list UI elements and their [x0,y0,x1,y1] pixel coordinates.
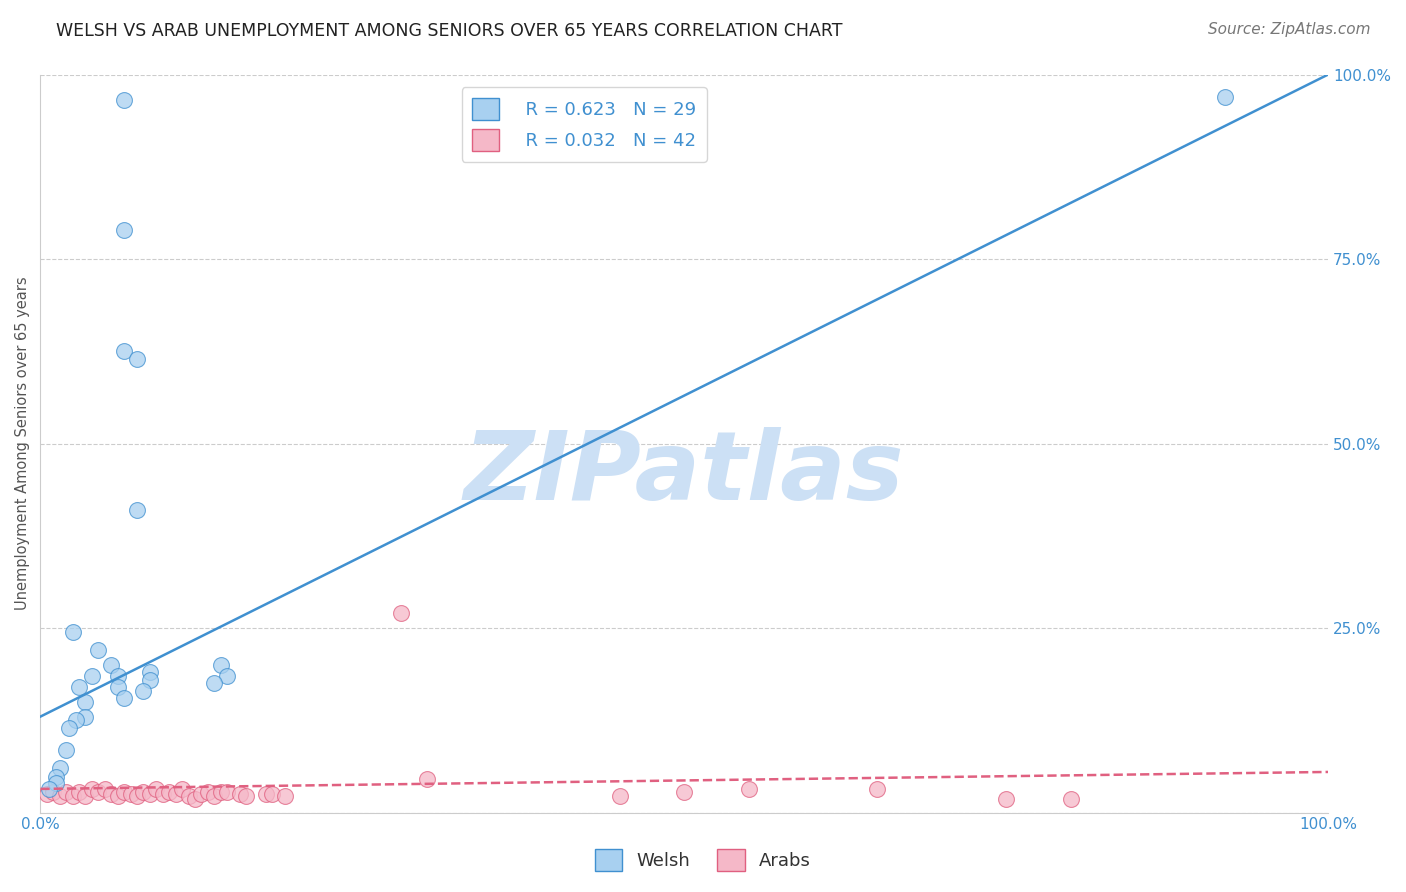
Point [125,789,148,804]
Point [125,503,148,517]
Point [42,785,65,799]
Point [217,669,239,683]
Point [80,669,103,683]
Point [190,787,212,801]
Point [87,785,110,799]
Point [75,789,97,804]
Point [139,665,162,680]
Point [112,94,135,108]
Point [120,787,142,801]
Point [87,643,110,657]
Point [202,789,225,804]
Point [58,721,80,735]
Point [67,785,90,799]
Point [55,785,77,799]
Point [75,695,97,709]
Point [139,673,162,687]
Point [202,676,225,690]
Point [48,789,70,804]
Point [673,785,696,799]
Point [274,789,297,804]
Point [80,781,103,796]
Legend: Welsh, Arabs: Welsh, Arabs [588,842,818,879]
Point [416,772,439,787]
Point [1213,89,1236,103]
Point [609,789,631,804]
Point [209,785,232,799]
Legend:   R = 0.623   N = 29,   R = 0.032   N = 42: R = 0.623 N = 29, R = 0.032 N = 42 [461,87,707,162]
Point [165,787,187,801]
Point [866,781,889,796]
Point [112,344,135,359]
Point [170,781,193,796]
Point [184,792,207,806]
Point [139,787,162,801]
Point [262,787,284,801]
Point [229,787,252,801]
Text: WELSH VS ARAB UNEMPLOYMENT AMONG SENIORS OVER 65 YEARS CORRELATION CHART: WELSH VS ARAB UNEMPLOYMENT AMONG SENIORS… [56,22,842,40]
Point [152,787,174,801]
Y-axis label: Unemployment Among Seniors over 65 years: Unemployment Among Seniors over 65 years [15,277,30,610]
Point [65,713,87,727]
Point [254,787,277,801]
Point [75,709,97,723]
Point [177,789,200,804]
Point [107,680,129,694]
Point [132,785,155,799]
Point [94,781,117,796]
Point [62,789,84,804]
Point [112,785,135,799]
Point [157,785,180,799]
Text: ZIPatlas: ZIPatlas [464,426,904,519]
Point [67,680,90,694]
Point [112,222,135,236]
Point [132,683,155,698]
Point [107,669,129,683]
Point [38,781,60,796]
Point [209,657,232,672]
Point [995,792,1018,806]
Point [389,607,412,621]
Point [55,743,77,757]
Point [48,761,70,775]
Point [100,657,122,672]
Point [197,785,219,799]
Point [107,789,129,804]
Point [45,770,67,784]
Point [125,351,148,366]
Point [737,781,759,796]
Point [62,624,84,639]
Point [1059,792,1081,806]
Point [35,787,58,801]
Text: Source: ZipAtlas.com: Source: ZipAtlas.com [1208,22,1371,37]
Point [100,787,122,801]
Point [217,785,239,799]
Point [145,781,167,796]
Point [112,691,135,706]
Point [45,776,67,790]
Point [235,789,257,804]
